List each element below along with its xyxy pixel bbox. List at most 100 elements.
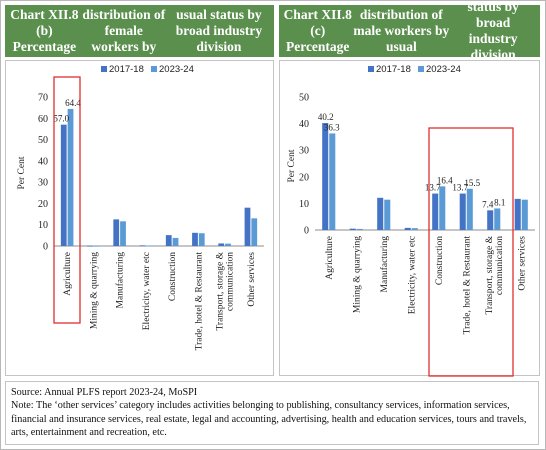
bar-2017-18 xyxy=(322,123,329,230)
bar-2023-24 xyxy=(494,208,501,230)
y-tick-label: 20 xyxy=(38,199,48,210)
bar-2017-18 xyxy=(113,219,120,246)
bar-2023-24 xyxy=(411,228,418,230)
bar-2017-18 xyxy=(139,245,146,247)
bar-2023-24 xyxy=(172,237,179,246)
category-label-line: Transport, storage & xyxy=(485,235,495,314)
category-label: Manufacturing xyxy=(379,236,390,293)
legend-label: 2017-18 xyxy=(376,64,411,75)
legend-label: 2023-24 xyxy=(159,64,194,75)
category-label: Agriculture xyxy=(325,236,335,280)
bar-2023-24 xyxy=(146,245,153,247)
female-workers-bar-chart: 0 10 20 30 40 50 60 70 Per Cent 2017-18 2023-24 Agr… xyxy=(17,64,264,351)
category-label: Electricity, water etc xyxy=(407,236,417,314)
y-tick-label: 0 xyxy=(43,242,48,253)
y-tick-label: 50 xyxy=(299,93,309,104)
category-label: Agriculture xyxy=(63,252,73,296)
chart-header-male: Chart XII.8 (c) Percentage distribution o… xyxy=(279,0,540,62)
data-label: 57.0 xyxy=(53,114,69,124)
data-label: 64.4 xyxy=(65,98,81,108)
chart-header-female: Chart XII.8 (b) Percentage distribution o… xyxy=(5,5,274,57)
header-line: distribution of male workers by usual xyxy=(353,7,450,54)
category-label: Electricity, water etc xyxy=(142,252,152,330)
category-label-line: Transport, storage & xyxy=(216,251,226,330)
bar-2023-24 xyxy=(251,218,258,246)
bar-2017-18 xyxy=(459,193,466,230)
bar-2023-24 xyxy=(439,186,446,230)
bar-2023-24 xyxy=(67,108,74,246)
bar-2017-18 xyxy=(487,210,494,230)
y-tick-label: 70 xyxy=(38,93,48,104)
bar-2017-18 xyxy=(404,227,411,230)
data-label: 7.4 xyxy=(482,199,494,209)
bar-2023-24 xyxy=(521,199,528,230)
data-label: 13.7 xyxy=(452,183,468,193)
header-line: usual status by broad industry division xyxy=(175,7,263,54)
legend-swatch xyxy=(418,66,424,72)
header-line: Chart XII.8 (c) Percentage xyxy=(283,7,352,54)
bar-2023-24 xyxy=(384,199,391,230)
bar-2023-24 xyxy=(225,243,231,246)
bar-2017-18 xyxy=(377,197,384,230)
bar-2023-24 xyxy=(120,221,126,246)
y-tick-label: 30 xyxy=(38,178,48,189)
y-tick-label: 10 xyxy=(38,220,48,231)
category-label: Construction xyxy=(435,236,445,285)
highlight-box xyxy=(428,127,514,377)
bar-2023-24 xyxy=(198,233,205,246)
legend-label: 2023-24 xyxy=(426,64,461,75)
legend-swatch xyxy=(368,66,374,72)
category-label: Transport, storage &communication xyxy=(216,251,236,330)
data-label: 36.3 xyxy=(324,122,340,132)
category-label: Trade, hotel & Restaurant xyxy=(462,236,472,335)
bar-2017-18 xyxy=(87,245,93,247)
highlight-box xyxy=(53,76,81,324)
category-label: Mining & quarrying xyxy=(89,252,99,329)
legend-swatch xyxy=(151,66,157,72)
category-label: Manufacturing xyxy=(115,252,126,309)
bar-2023-24 xyxy=(356,228,363,230)
y-axis-label: Per Cent xyxy=(287,149,297,182)
y-tick-label: 60 xyxy=(38,114,48,125)
male-workers-bar-chart: 0 10 20 30 40 50 Per Cent 2017-18 2023-24 Agricul… xyxy=(287,64,535,377)
category-label: Other services xyxy=(517,236,527,291)
bar-2017-18 xyxy=(244,207,251,246)
header-line: status by broad industry division xyxy=(467,0,519,62)
bar-2017-18 xyxy=(192,232,198,246)
header-line: distribution of female workers by xyxy=(82,7,166,54)
legend-swatch xyxy=(101,66,107,72)
y-tick-label: 10 xyxy=(299,199,309,210)
chart-footer: Source: Annual PLFS report 2023-24, MoSP… xyxy=(5,381,539,445)
data-label: 13.7 xyxy=(425,183,441,193)
bar-2017-18 xyxy=(432,193,439,230)
bar-2017-18 xyxy=(60,124,67,246)
category-label-line: communication xyxy=(495,236,505,295)
data-label: 8.1 xyxy=(494,197,505,207)
data-label: 16.4 xyxy=(437,175,453,185)
y-tick-label: 30 xyxy=(299,146,309,157)
bar-2017-18 xyxy=(165,235,172,246)
category-label: Trade, hotel & Restaurant xyxy=(194,252,204,351)
category-label: Other services xyxy=(247,252,257,307)
y-tick-label: 50 xyxy=(38,135,48,146)
bar-2017-18 xyxy=(218,243,225,246)
category-label-line: communication xyxy=(226,252,236,311)
bar-2023-24 xyxy=(466,188,473,230)
category-label: Construction xyxy=(168,252,178,301)
bar-2023-24 xyxy=(329,133,336,230)
note-text: Note: The ‘other services’ category incl… xyxy=(11,400,527,439)
y-tick-label: 20 xyxy=(299,172,309,183)
category-label: Mining & quarrying xyxy=(352,236,362,313)
legend-label: 2017-18 xyxy=(109,64,144,75)
bar-2017-18 xyxy=(514,198,521,230)
chart-panel-male: 0 10 20 30 40 50 Per Cent 2017-18 2023-24 Agricul… xyxy=(279,60,540,377)
data-label: 40.2 xyxy=(318,112,334,122)
y-tick-label: 40 xyxy=(38,156,48,167)
y-tick-label: 0 xyxy=(304,226,309,237)
header-line: Chart XII.8 (b) Percentage xyxy=(10,7,79,54)
y-tick-label: 40 xyxy=(299,119,309,130)
source-text: Source: Annual PLFS report 2023-24, MoSP… xyxy=(11,387,198,398)
data-label: 15.5 xyxy=(464,178,480,188)
chart-panel-female: 0 10 20 30 40 50 60 70 Per Cent 2017-18 2023-24 Agr… xyxy=(5,60,274,376)
bar-2023-24 xyxy=(93,245,100,247)
